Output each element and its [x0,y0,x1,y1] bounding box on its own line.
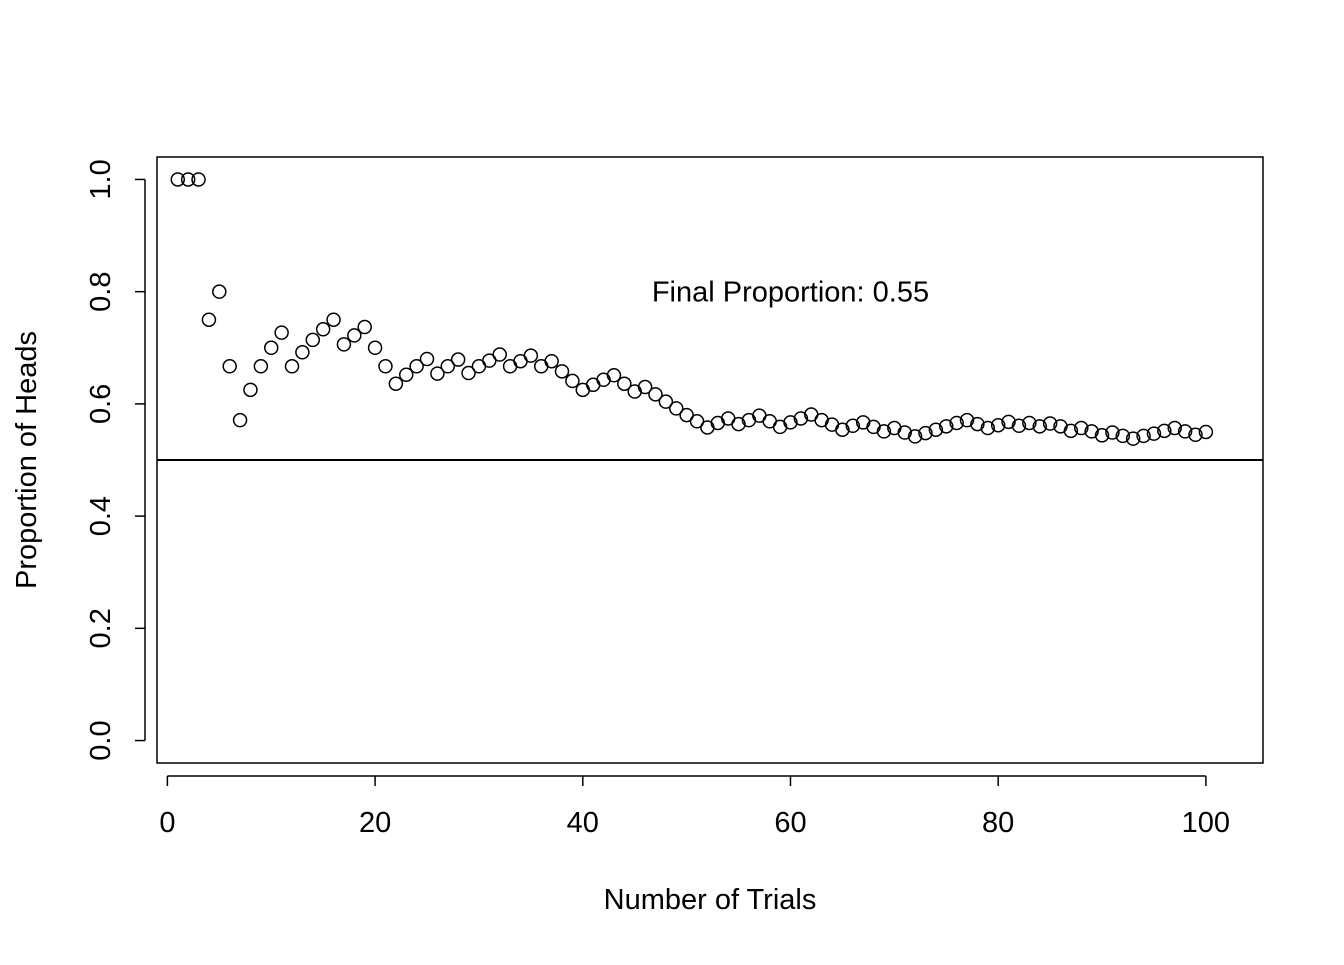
x-tick-label: 0 [159,807,175,839]
data-point [1032,419,1047,434]
y-tick-label: 0.0 [85,720,117,760]
y-axis: 0.0 0.2 0.4 0.6 0.8 1.0 [85,159,146,761]
data-point [315,322,331,337]
data-point [658,394,674,409]
data-point [295,345,310,360]
data-points [170,172,1214,446]
data-point [1146,426,1162,441]
data-point [1105,425,1120,440]
data-point [1022,415,1037,431]
data-point [253,359,269,374]
data-point [222,359,237,374]
data-point [232,412,248,428]
data-point [689,414,705,429]
x-tick-label: 60 [774,807,806,839]
y-tick-label: 0.4 [85,496,117,536]
data-point [970,416,985,432]
y-tick-label: 0.8 [85,272,117,312]
data-point [440,359,456,374]
data-point [274,325,289,340]
data-point [170,172,186,187]
data-point [637,379,653,395]
data-point [897,425,912,440]
y-axis-title: Proportion of Heads [11,331,43,589]
x-tick-label: 20 [359,807,391,839]
data-point [1177,424,1193,439]
data-point [606,368,622,383]
data-point [430,366,445,381]
data-point [1084,424,1099,439]
data-point [876,424,892,439]
data-point [191,172,206,187]
data-point [617,376,632,391]
data-point [554,364,570,379]
final-proportion-annotation: Final Proportion: 0.55 [652,277,929,309]
data-point [201,312,217,327]
data-point [305,332,321,348]
y-tick-label: 0.6 [85,384,117,424]
y-tick-label: 0.2 [85,608,117,648]
data-point [1001,414,1016,430]
data-point [263,340,279,356]
data-point [1011,418,1027,434]
data-point [679,407,694,423]
data-point [492,347,507,362]
data-point [212,284,227,299]
data-point [731,416,746,432]
data-point [1115,428,1131,444]
data-point [419,351,435,367]
data-point [388,376,404,391]
data-point [284,359,300,374]
data-point [1094,428,1110,443]
data-point [907,429,923,444]
data-point [326,312,341,327]
data-point [336,337,352,352]
y-tick-label: 1.0 [85,159,117,199]
data-point [835,422,850,437]
data-point [939,419,954,434]
data-point [949,415,964,431]
data-point [523,348,539,363]
data-point [378,359,393,374]
data-point [482,353,497,368]
data-point [793,411,809,426]
data-point [347,328,362,343]
data-point [648,387,663,402]
data-point [1042,416,1058,431]
data-point [1125,431,1141,446]
data-point [565,373,580,389]
data-point [928,422,944,437]
x-tick-label: 80 [982,807,1014,839]
x-axis: 0 20 40 60 80 100 [159,775,1230,839]
data-point [450,352,466,367]
data-point [980,420,996,436]
x-axis-title: Number of Trials [604,884,817,916]
data-point [180,172,196,187]
data-point [398,367,414,382]
data-point [461,365,476,381]
data-point [1198,424,1214,440]
data-point [243,382,258,398]
data-point [1063,423,1079,439]
data-point [357,319,372,335]
data-point [544,353,559,369]
data-point [1074,420,1089,436]
data-point [990,417,1006,433]
data-point [918,425,933,441]
data-point [1188,427,1203,442]
x-tick-label: 100 [1182,807,1230,839]
data-point [1157,423,1172,439]
data-point [959,412,975,428]
data-point [668,401,684,416]
data-point [845,418,861,434]
x-tick-label: 40 [567,807,599,839]
data-point [783,415,798,430]
data-point [1167,420,1182,436]
data-point [409,359,424,374]
data-point [367,340,383,356]
data-point [1136,428,1151,444]
